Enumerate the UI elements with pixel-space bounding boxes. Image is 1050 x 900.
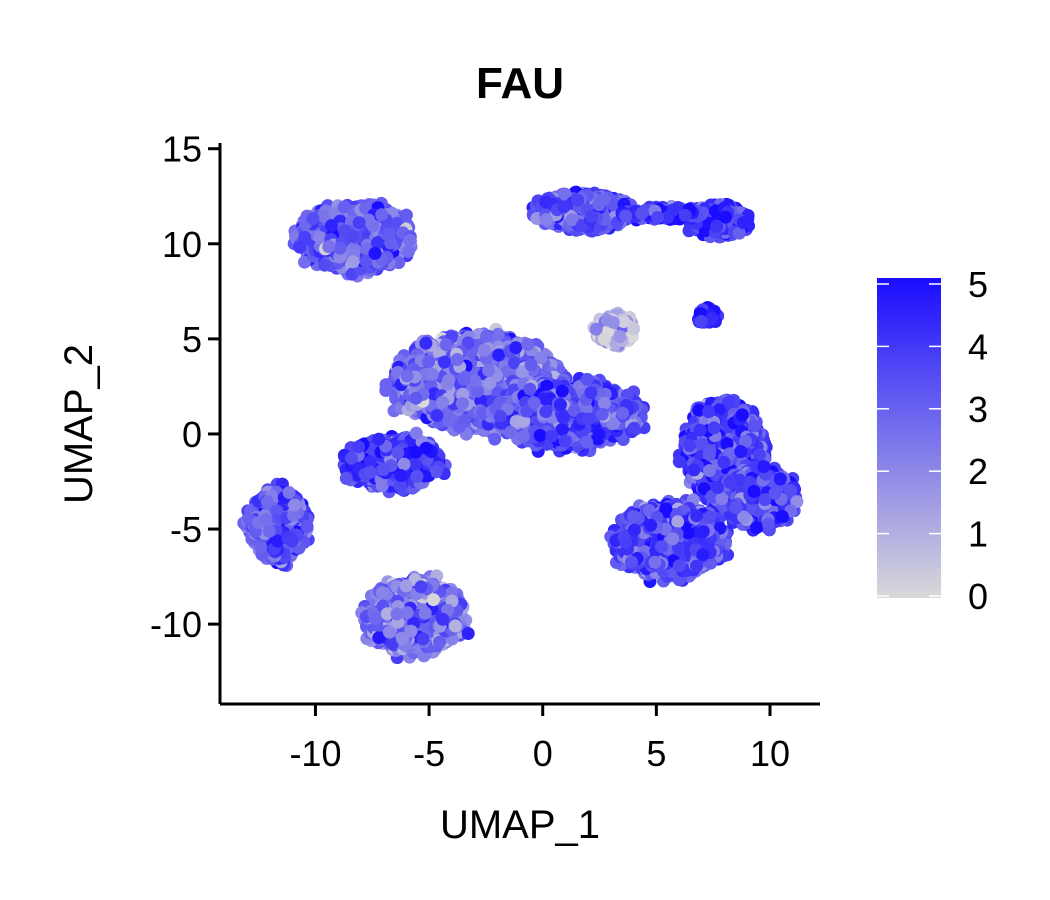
cell-point (461, 627, 475, 640)
cell-point (337, 224, 351, 238)
cell-point (293, 240, 307, 254)
cell-point (414, 580, 428, 594)
cell-point (403, 233, 417, 247)
cell-point (436, 612, 450, 626)
cell-point (448, 619, 462, 633)
cell-point (416, 632, 430, 646)
cell-point (375, 208, 389, 222)
cell-point (285, 534, 299, 548)
cell-point (262, 524, 276, 538)
cell-point (306, 212, 320, 226)
cell-point (300, 520, 314, 534)
cell-point (401, 245, 415, 259)
cell-point (382, 227, 396, 241)
cell-point (254, 540, 268, 554)
cell-point (346, 255, 360, 269)
chart-title: FAU (476, 59, 564, 108)
cell-point (399, 579, 413, 593)
cell-point (259, 513, 273, 527)
cell-point (396, 632, 409, 646)
cell-point (352, 216, 366, 230)
cell-point (288, 498, 302, 512)
cell-point (390, 607, 404, 621)
cell-point (337, 200, 351, 214)
cell-point (333, 241, 347, 255)
cell-point (322, 240, 336, 254)
cell-point (427, 593, 440, 607)
cell-point (325, 219, 338, 233)
cell-point (368, 246, 382, 260)
cell-point (382, 625, 396, 639)
cell-point (433, 635, 446, 649)
cell-point (282, 486, 296, 499)
cell-point (368, 611, 382, 625)
cell-point (418, 606, 432, 620)
cell-point (318, 258, 332, 272)
scatter-points (237, 185, 804, 665)
cell-point (260, 495, 274, 509)
cell-point (375, 586, 389, 600)
